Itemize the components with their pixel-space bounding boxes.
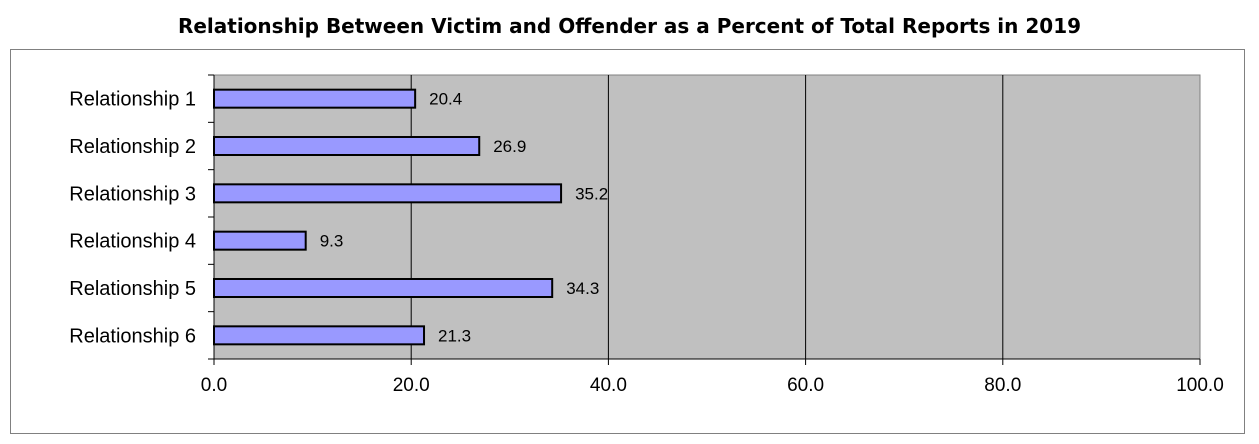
category-label: Relationship 3: [69, 183, 196, 205]
labels: 0.0 20.0 40.0 60.0 80.0 100.0 Relationship 1 20…: [69, 89, 1224, 396]
bar: [213, 230, 307, 251]
x-tick-label: 20.0: [393, 375, 430, 396]
category-label: Relationship 1: [69, 89, 196, 111]
x-tick-label: 60.0: [787, 375, 824, 396]
category-label: Relationship 5: [69, 278, 196, 300]
value-label: 34.3: [566, 279, 599, 298]
value-label: 21.3: [438, 326, 471, 345]
axes: [208, 74, 1201, 365]
x-tick-label: 80.0: [984, 375, 1021, 396]
category-label: Relationship 6: [69, 325, 196, 347]
bar: [213, 183, 563, 204]
x-tick-label: 40.0: [590, 375, 627, 396]
x-tick-label: 0.0: [201, 375, 227, 396]
value-label: 9.3: [320, 232, 344, 251]
plot-area: [213, 74, 1201, 360]
x-tick-label: 100.0: [1176, 375, 1224, 396]
bar: [213, 136, 481, 156]
value-label: 20.4: [429, 90, 462, 109]
bar: [213, 88, 417, 109]
chart-title: Relationship Between Victim and Offender…: [177, 14, 1082, 38]
value-label: 26.9: [493, 137, 526, 156]
category-label: Relationship 4: [69, 231, 196, 253]
category-label: Relationship 2: [69, 136, 196, 158]
gridlines: [410, 75, 1004, 359]
bars: [213, 88, 563, 346]
bar: [213, 278, 554, 298]
bar: [213, 325, 426, 346]
value-label: 35.2: [575, 184, 608, 203]
